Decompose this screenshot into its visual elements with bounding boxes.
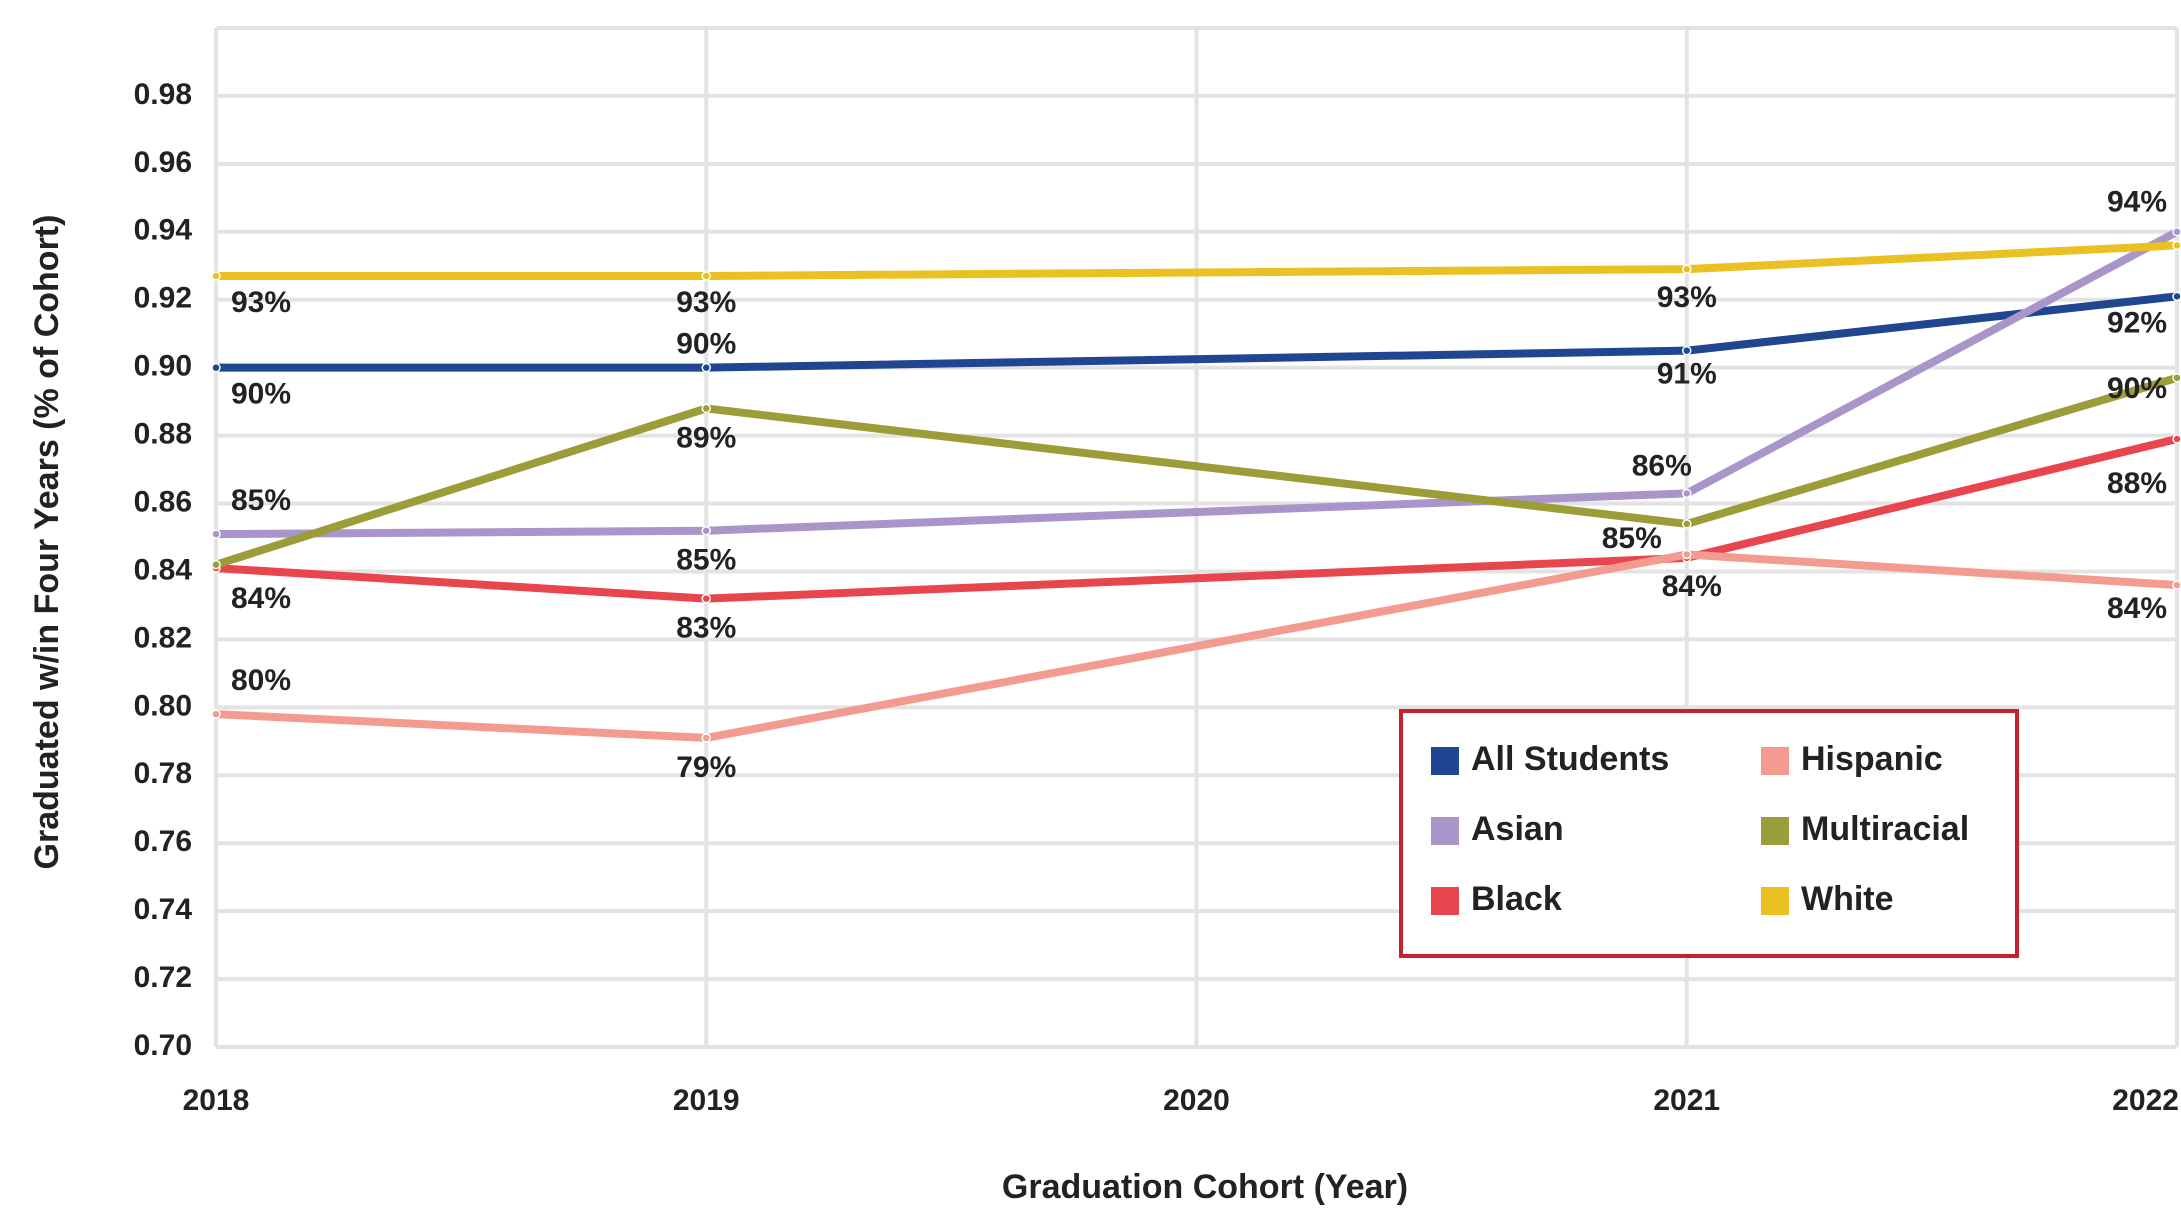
legend-box [1399, 709, 2019, 958]
data-label: 91% [1657, 358, 1717, 391]
data-label: 90% [231, 378, 291, 411]
y-tick-label: 0.72 [134, 961, 192, 994]
y-tick-label: 0.98 [134, 78, 192, 111]
y-tick-label: 0.78 [134, 757, 192, 790]
y-tick-label: 0.76 [134, 825, 192, 858]
data-point [1682, 264, 1692, 274]
data-label: 93% [676, 286, 736, 319]
data-point [1682, 549, 1692, 560]
data-label: 85% [1602, 522, 1662, 555]
legend-label: White [1801, 880, 1894, 918]
series-line [214, 374, 2179, 569]
y-tick-label: 0.82 [134, 621, 192, 654]
data-point [701, 362, 711, 373]
series-line [215, 228, 2179, 539]
y-tick-label: 0.96 [134, 146, 192, 179]
data-label: 84% [1662, 570, 1722, 603]
legend-swatch [1761, 817, 1789, 845]
data-point [2172, 227, 2181, 237]
y-tick-label: 0.86 [134, 485, 192, 518]
series-line [215, 435, 2178, 603]
data-point [211, 362, 221, 373]
data-label: 83% [676, 612, 736, 645]
data-label: 90% [2107, 372, 2167, 405]
y-tick-label: 0.92 [134, 282, 192, 315]
data-label: 80% [231, 664, 291, 697]
legend-swatch [1431, 887, 1459, 915]
data-point [1682, 519, 1692, 529]
data-label: 94% [2107, 186, 2167, 219]
x-tick-label: 2021 [1653, 1084, 1720, 1117]
data-label: 84% [231, 582, 291, 615]
data-point [211, 559, 221, 570]
legend-swatch [1431, 747, 1459, 775]
data-point [2172, 580, 2181, 590]
series-line [216, 292, 2178, 372]
data-point [701, 593, 711, 604]
legend-label: Asian [1471, 810, 1564, 848]
data-point [1682, 345, 1692, 356]
data-label: 86% [1632, 449, 1692, 482]
y-tick-label: 0.70 [134, 1029, 192, 1062]
legend-label: Black [1471, 880, 1562, 918]
y-tick-label: 0.74 [134, 893, 193, 926]
y-tick-label: 0.84 [134, 553, 193, 586]
data-point [2172, 291, 2181, 302]
series-line [215, 550, 2178, 742]
legend-swatch [1761, 887, 1789, 915]
x-axis-label: Graduation Cohort (Year) [1002, 1168, 1408, 1206]
data-point [2172, 373, 2181, 383]
x-tick-label: 2018 [183, 1084, 250, 1117]
data-point [701, 403, 711, 414]
data-label: 90% [676, 328, 736, 361]
x-tick-label: 2020 [1163, 1084, 1230, 1117]
x-tick-label: 2022 [2112, 1084, 2179, 1117]
data-point [211, 529, 221, 539]
data-label: 92% [2107, 306, 2167, 339]
data-label: 93% [1657, 281, 1717, 314]
data-point [2172, 434, 2181, 444]
data-point [701, 733, 711, 743]
y-tick-label: 0.90 [134, 350, 192, 383]
data-label: 93% [231, 286, 291, 319]
series-line [216, 241, 2178, 280]
data-label: 85% [231, 484, 291, 517]
data-label: 89% [676, 421, 736, 454]
x-tick-label: 2019 [673, 1084, 740, 1117]
data-point [1682, 488, 1692, 499]
data-label: 84% [2107, 592, 2167, 625]
y-tick-label: 0.80 [134, 689, 192, 722]
legend-label: Hispanic [1801, 740, 1943, 778]
data-point [2172, 240, 2181, 251]
data-label: 88% [2107, 467, 2167, 500]
y-tick-label: 0.88 [134, 418, 192, 451]
data-point [701, 271, 711, 281]
data-point [211, 709, 221, 719]
legend-swatch [1431, 817, 1459, 845]
y-axis-label: Graduated w/in Four Years (% of Cohort) [28, 215, 66, 870]
data-point [211, 271, 221, 281]
legend-label: All Students [1471, 740, 1669, 778]
y-tick-label: 0.94 [134, 214, 193, 247]
legend-swatch [1761, 747, 1789, 775]
data-label: 79% [676, 751, 736, 784]
legend-label: Multiracial [1801, 810, 1969, 848]
data-point [701, 525, 711, 536]
data-label: 85% [676, 544, 736, 577]
